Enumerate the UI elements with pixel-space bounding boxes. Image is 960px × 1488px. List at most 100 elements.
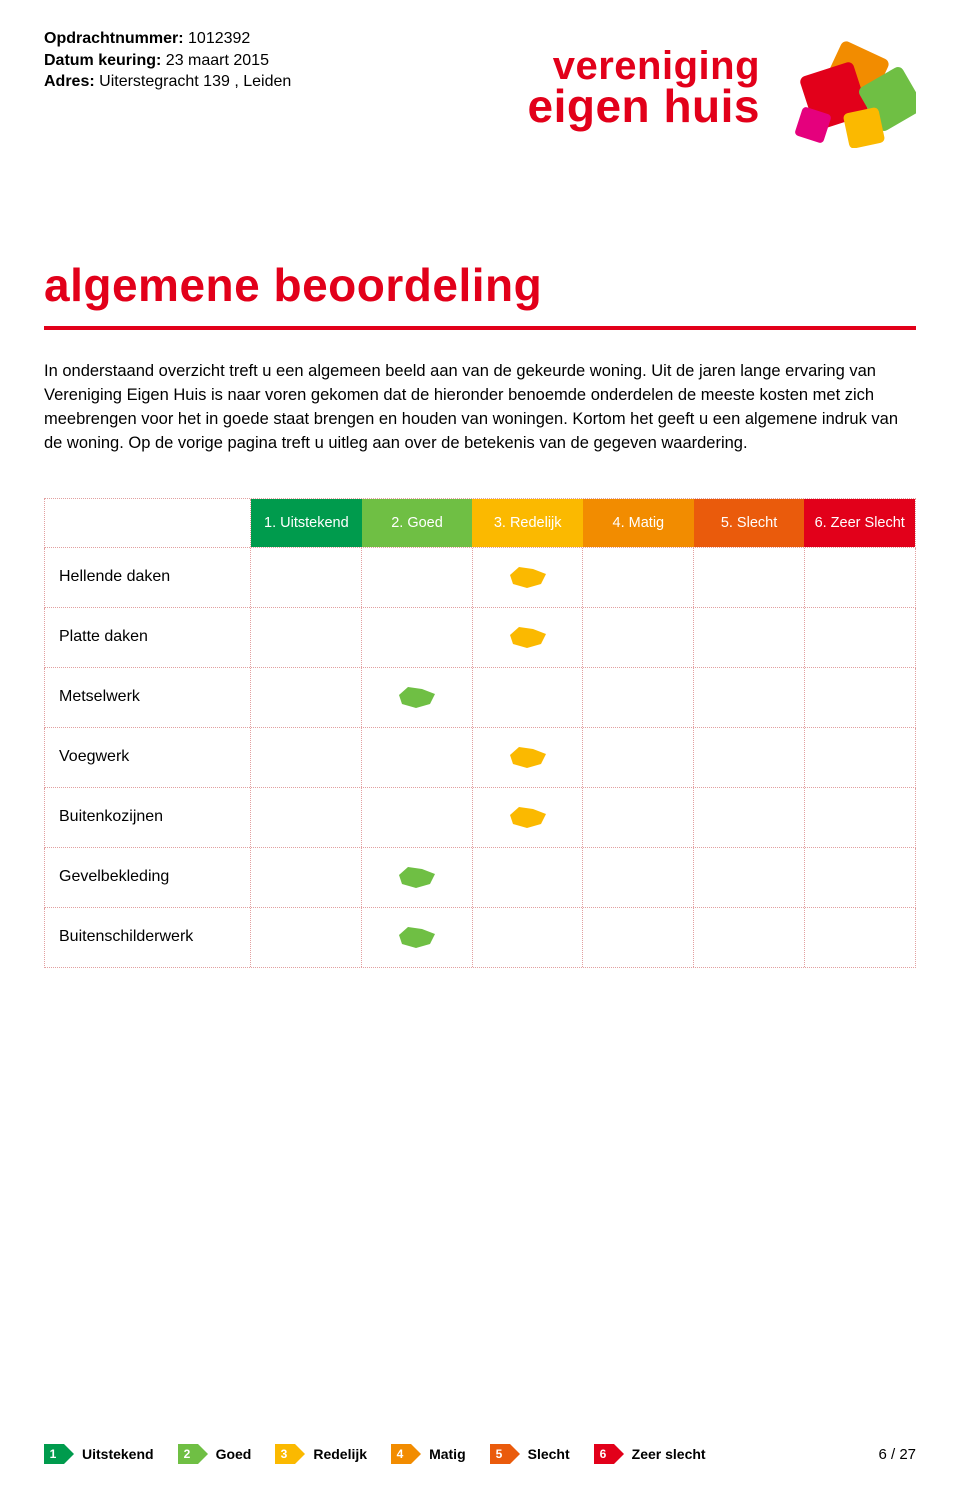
rating-header-cell: 3. Redelijk [472, 499, 583, 547]
brand-line2: eigen huis [528, 85, 760, 129]
rating-cell [694, 788, 805, 847]
rating-marker-icon [507, 562, 549, 592]
rating-cell [473, 788, 584, 847]
rating-cell [362, 788, 473, 847]
rating-row: Metselwerk [44, 668, 916, 728]
rating-row-label: Hellende daken [45, 548, 251, 607]
svg-text:2: 2 [183, 1447, 190, 1461]
rating-marker-icon [507, 802, 549, 832]
header: Opdrachtnummer: 1012392 Datum keuring: 2… [44, 28, 916, 148]
svg-text:5: 5 [495, 1447, 502, 1461]
legend-tag-icon: 6 [594, 1444, 624, 1464]
datum-label: Datum keuring: [44, 52, 161, 69]
legend-tag-icon: 1 [44, 1444, 74, 1464]
rating-cell [473, 608, 584, 667]
rating-row: Hellende daken [44, 548, 916, 608]
rating-cell [583, 908, 694, 967]
rating-cell [583, 608, 694, 667]
rating-rows: Hellende dakenPlatte dakenMetselwerkVoeg… [44, 548, 916, 968]
page-number: 6 / 27 [878, 1446, 916, 1463]
legend-label: Uitstekend [82, 1446, 154, 1462]
legend-label: Matig [429, 1446, 466, 1462]
rating-cell [362, 848, 473, 907]
rating-row: Buitenkozijnen [44, 788, 916, 848]
adres-label: Adres: [44, 73, 95, 90]
svg-text:6: 6 [599, 1447, 606, 1461]
legend-label: Zeer slecht [632, 1446, 706, 1462]
rating-cell [473, 548, 584, 607]
rating-cell [694, 668, 805, 727]
rating-cell [805, 788, 915, 847]
page-title: algemene beoordeling [44, 258, 916, 312]
legend-item: 1 Uitstekend [44, 1444, 154, 1464]
header-spacer [45, 499, 251, 547]
logo-icon [776, 28, 916, 148]
brand: vereniging eigen huis [528, 28, 916, 148]
rating-row-label: Metselwerk [45, 668, 251, 727]
rating-cell [251, 848, 362, 907]
rating-row-label: Voegwerk [45, 728, 251, 787]
legend-item: 5 Slecht [490, 1444, 570, 1464]
intro-text: In onderstaand overzicht treft u een alg… [44, 360, 916, 456]
rating-row: Buitenschilderwerk [44, 908, 916, 968]
meta-block: Opdrachtnummer: 1012392 Datum keuring: 2… [44, 28, 291, 93]
legend-tag-icon: 3 [275, 1444, 305, 1464]
rating-cell [473, 908, 584, 967]
rating-cell [583, 788, 694, 847]
rating-row: Voegwerk [44, 728, 916, 788]
rating-cell [362, 548, 473, 607]
rating-table: 1. Uitstekend2. Goed3. Redelijk4. Matig5… [44, 498, 916, 968]
rating-cell [805, 848, 915, 907]
rating-cell [362, 608, 473, 667]
rating-row-label: Buitenschilderwerk [45, 908, 251, 967]
rating-cell [583, 548, 694, 607]
legend-item: 6 Zeer slecht [594, 1444, 706, 1464]
rating-header-cell: 2. Goed [362, 499, 473, 547]
rating-cell [694, 548, 805, 607]
rating-marker-icon [396, 862, 438, 892]
brand-text: vereniging eigen huis [528, 47, 760, 129]
rating-cell [805, 728, 915, 787]
rating-header-cell: 6. Zeer Slecht [804, 499, 915, 547]
adres-value: Uiterstegracht 139 , Leiden [99, 73, 291, 90]
legend: 1 Uitstekend 2 Goed 3 Redelijk 4 Matig 5 Slecht 6 Z… [44, 1444, 706, 1464]
rating-row: Gevelbekleding [44, 848, 916, 908]
rating-marker-icon [507, 622, 549, 652]
rating-cell [362, 668, 473, 727]
legend-item: 4 Matig [391, 1444, 466, 1464]
rating-cell [583, 668, 694, 727]
rating-row-label: Platte daken [45, 608, 251, 667]
rating-row: Platte daken [44, 608, 916, 668]
rating-cell [362, 908, 473, 967]
svg-text:1: 1 [50, 1447, 57, 1461]
rating-cell [694, 848, 805, 907]
datum-value: 23 maart 2015 [166, 52, 269, 69]
rating-marker-icon [396, 682, 438, 712]
rating-cell [805, 608, 915, 667]
rating-marker-icon [507, 742, 549, 772]
rating-header-cell: 1. Uitstekend [251, 499, 362, 547]
rating-cell [805, 908, 915, 967]
legend-tag-icon: 4 [391, 1444, 421, 1464]
rating-cell [251, 548, 362, 607]
rating-cell [583, 848, 694, 907]
legend-label: Slecht [528, 1446, 570, 1462]
footer: 1 Uitstekend 2 Goed 3 Redelijk 4 Matig 5 Slecht 6 Z… [44, 1444, 916, 1464]
svg-text:3: 3 [281, 1447, 288, 1461]
rating-cell [251, 728, 362, 787]
legend-item: 3 Redelijk [275, 1444, 367, 1464]
rating-cell [805, 548, 915, 607]
legend-label: Redelijk [313, 1446, 367, 1462]
legend-label: Goed [216, 1446, 252, 1462]
rating-cell [473, 728, 584, 787]
title-underline [44, 326, 916, 330]
rating-cell [694, 728, 805, 787]
rating-cell [251, 908, 362, 967]
legend-tag-icon: 5 [490, 1444, 520, 1464]
opdracht-value: 1012392 [188, 30, 250, 47]
svg-text:4: 4 [397, 1447, 404, 1461]
opdracht-label: Opdrachtnummer: [44, 30, 184, 47]
rating-header-cell: 4. Matig [583, 499, 694, 547]
legend-tag-icon: 2 [178, 1444, 208, 1464]
rating-cell [473, 668, 584, 727]
